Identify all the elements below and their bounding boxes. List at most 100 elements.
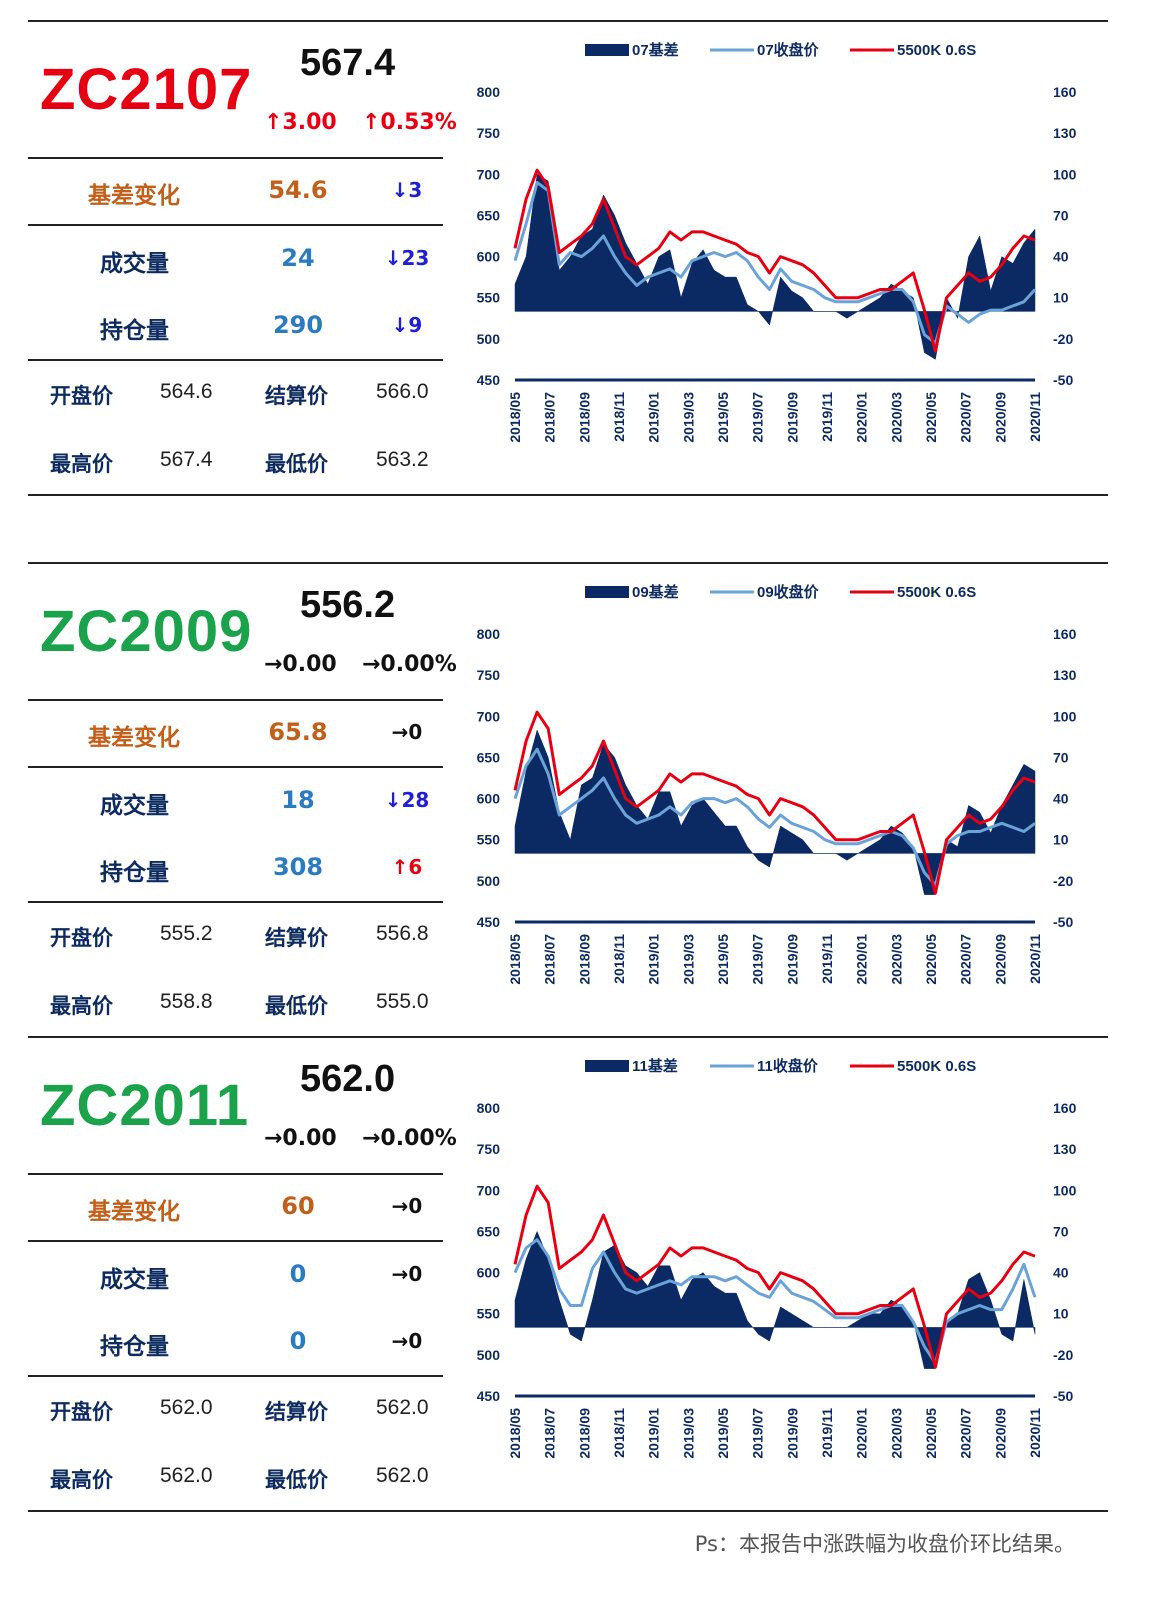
x-tick-label: 2018/05 (507, 934, 523, 985)
footnote: Ps：本报告中涨跌幅为收盘价环比结果。 (694, 1532, 1075, 1556)
oi-label: 持仓量 (100, 860, 169, 886)
oi-value: 290 (272, 311, 324, 339)
high-label: 最高价 (50, 1468, 113, 1492)
x-tick-label: 2018/09 (576, 1408, 592, 1459)
low-value: 563.2 (376, 448, 429, 471)
x-tick-label: 2020/11 (1027, 392, 1043, 442)
x-tick-label: 2019/09 (784, 392, 800, 443)
separator-line (28, 901, 443, 903)
legend-label: 5500K 0.6S (897, 584, 976, 601)
y-left-tick-label: 500 (477, 873, 501, 889)
x-tick-label: 2018/05 (507, 1408, 523, 1459)
x-tick-label: 2018/11 (611, 1408, 627, 1458)
low-value: 562.0 (376, 1464, 429, 1487)
settle-label: 结算价 (265, 1400, 328, 1424)
series-line-spot (513, 168, 1036, 353)
legend-label: 07基差 (632, 41, 679, 59)
x-tick-label: 2018/11 (611, 934, 627, 984)
y-left-tick-label: 500 (477, 331, 501, 347)
last-price: 567.4 (300, 42, 396, 84)
volume-delta: ↓23 (384, 246, 430, 270)
panel-zc2011: ZC2011 562.0 →0.00 →0.00% 基差变化 60 →0 成交量 0 →0 持仓量 0… (0, 1036, 1155, 1516)
x-tick-label: 2018/09 (576, 934, 592, 985)
y-left-tick-label: 600 (477, 791, 501, 807)
volume-label: 成交量 (100, 251, 169, 277)
y-right-tick-label: 130 (1053, 1141, 1077, 1157)
basis-value: 65.8 (268, 718, 328, 746)
contract-code: ZC2011 (40, 1073, 250, 1138)
x-tick-label: 2020/11 (1027, 1408, 1043, 1458)
y-left-tick-label: 600 (477, 249, 501, 265)
x-tick-label: 2019/03 (680, 1408, 696, 1459)
y-left-tick-label: 700 (477, 166, 501, 182)
legend-label: 09收盘价 (757, 583, 820, 601)
x-tick-label: 2019/01 (646, 392, 662, 443)
basis-label: 基差变化 (88, 183, 180, 209)
x-tick-label: 2019/07 (750, 1408, 766, 1459)
basis-label: 基差变化 (88, 725, 180, 751)
y-right-tick-label: -50 (1053, 914, 1073, 930)
price-change: →0.00 (264, 652, 337, 677)
legend-swatch-basis (585, 1060, 629, 1072)
volume-label: 成交量 (100, 1267, 169, 1293)
x-tick-label: 2020/01 (854, 934, 870, 985)
contract-code: ZC2107 (40, 57, 253, 122)
y-left-tick-label: 550 (477, 290, 501, 306)
separator-line (28, 1036, 1108, 1038)
y-left-tick-label: 450 (477, 372, 501, 388)
basis-delta: →0 (391, 720, 423, 744)
y-right-tick-label: 70 (1053, 207, 1069, 223)
y-right-tick-label: 40 (1053, 791, 1069, 807)
basis-value: 54.6 (268, 176, 328, 204)
y-right-tick-label: -50 (1053, 1388, 1073, 1404)
price-change: ↑3.00 (264, 110, 337, 135)
series-area-basis (514, 729, 1036, 895)
y-left-tick-label: 750 (477, 125, 501, 141)
x-tick-label: 2020/07 (958, 392, 974, 443)
y-right-tick-label: -20 (1053, 873, 1073, 889)
separator-line (28, 562, 1108, 564)
separator-line (28, 359, 443, 361)
separator-line (28, 1510, 1108, 1512)
x-tick-label: 2019/01 (646, 934, 662, 985)
x-tick-label: 2019/03 (680, 392, 696, 443)
x-tick-label: 2019/03 (680, 934, 696, 985)
y-left-tick-label: 650 (477, 749, 501, 765)
y-left-tick-label: 800 (477, 84, 501, 100)
legend-swatch-basis (585, 44, 629, 56)
settle-value: 566.0 (376, 380, 429, 403)
y-right-tick-label: 160 (1053, 1100, 1077, 1116)
y-left-tick-label: 450 (477, 1388, 501, 1404)
legend-swatch-basis (585, 586, 629, 598)
price-change-pct: →0.00% (362, 652, 457, 677)
settle-value: 562.0 (376, 1396, 429, 1419)
high-label: 最高价 (50, 994, 113, 1018)
x-tick-label: 2020/01 (854, 392, 870, 443)
x-tick-label: 2020/03 (888, 1408, 904, 1459)
y-right-tick-label: 10 (1053, 832, 1069, 848)
open-value: 555.2 (160, 922, 213, 945)
y-right-tick-label: 10 (1053, 290, 1069, 306)
high-value: 558.8 (160, 990, 213, 1013)
x-tick-label: 2019/05 (715, 1408, 731, 1459)
y-right-tick-label: 160 (1053, 626, 1077, 642)
price-change: →0.00 (264, 1126, 337, 1151)
oi-delta: ↓9 (391, 313, 423, 337)
y-left-tick-label: 800 (477, 626, 501, 642)
volume-value: 18 (281, 786, 315, 814)
series-area-basis (514, 1230, 1036, 1369)
x-tick-label: 2018/05 (507, 392, 523, 443)
legend-label: 5500K 0.6S (897, 42, 976, 59)
y-right-tick-label: 130 (1053, 667, 1077, 683)
open-label: 开盘价 (50, 926, 113, 950)
y-left-tick-label: 700 (477, 1182, 501, 1198)
separator-line (28, 224, 443, 226)
settle-value: 556.8 (376, 922, 429, 945)
y-left-tick-label: 700 (477, 708, 501, 724)
separator-line (28, 494, 1108, 496)
y-left-tick-label: 750 (477, 1141, 501, 1157)
separator-line (28, 1375, 443, 1377)
high-value: 567.4 (160, 448, 213, 471)
x-tick-label: 2019/07 (750, 934, 766, 985)
basis-label: 基差变化 (88, 1199, 180, 1225)
